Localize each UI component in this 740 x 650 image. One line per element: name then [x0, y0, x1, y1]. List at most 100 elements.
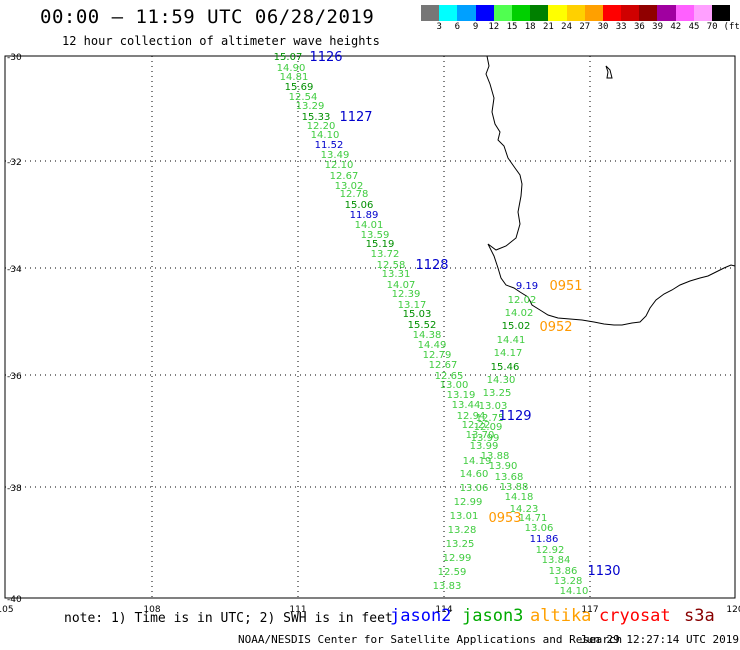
satellite-name: jason3 [462, 606, 524, 626]
wave-height-value: 12.94 [457, 411, 486, 422]
color-legend [421, 5, 731, 21]
wave-height-value: 11.89 [350, 210, 379, 221]
legend-label: 36 [633, 22, 645, 32]
wave-height-value: 14.30 [487, 375, 516, 386]
pass-time-label: 0953 [488, 511, 521, 526]
wave-height-value: 13.99 [471, 433, 500, 444]
wave-height-value: 14.81 [280, 72, 309, 83]
timestamp: Jun 29 12:27:14 UTC 2019 [580, 633, 739, 646]
track-values: 15.0714.9014.8115.6912.5413.2915.3312.20… [274, 52, 589, 597]
wave-height-value: 12.58 [377, 260, 406, 271]
wave-height-value: 12.20 [307, 121, 336, 132]
legend-label: 45 [688, 22, 700, 32]
pass-time-label: 1129 [498, 409, 531, 424]
legend-swatch [602, 5, 622, 21]
wave-height-value: 13.70 [466, 430, 495, 441]
legend-label: 12 [488, 22, 500, 32]
wave-height-value: 12.67 [330, 171, 359, 182]
wave-height-value: 14.41 [497, 335, 526, 346]
axis-labels: -30 -32 -34 -36 -38 -40105 108 111 114 117 120 [0, 53, 740, 615]
wave-height-value: 12.65 [435, 371, 464, 382]
wave-height-value: 15.03 [403, 309, 432, 320]
wave-height-value: 13.68 [495, 472, 524, 483]
wave-height-value: 13.84 [542, 555, 571, 566]
legend-swatch [530, 5, 549, 21]
lat-label: -34 [7, 265, 22, 275]
wave-height-value: 12.67 [429, 360, 458, 371]
legend-label: 27 [579, 22, 591, 32]
lat-label: -38 [7, 484, 22, 494]
footnote: note: 1) Time is in UTC; 2) SWH is in fe… [64, 611, 393, 626]
legend-swatch [548, 5, 567, 21]
wave-height-value: 11.86 [530, 534, 559, 545]
pass-time-label: 1128 [415, 258, 448, 273]
wave-height-value: 15.06 [345, 200, 374, 211]
wave-height-value: 12.10 [325, 160, 354, 171]
lon-label: 120 [726, 605, 740, 615]
legend-label: 9 [472, 22, 479, 32]
wave-height-value: 13.49 [321, 150, 350, 161]
legend-label: 70 [706, 22, 718, 32]
wave-height-value: 14.49 [418, 340, 447, 351]
pass-time-label: 0951 [549, 279, 582, 294]
pass-time-label: 1127 [339, 110, 372, 125]
legend-swatch [584, 5, 603, 21]
legend-label: 39 [652, 22, 664, 32]
satellite-name: cryosat [599, 606, 671, 626]
wave-height-value: 15.46 [491, 362, 520, 373]
legend-swatch [566, 5, 585, 21]
wave-height-value: 12.59 [438, 567, 467, 578]
pass-time-label: 1126 [309, 50, 342, 65]
legend-label: 30 [597, 22, 609, 32]
wave-height-value: 12.39 [392, 289, 421, 300]
satellite-name: s3a [684, 606, 715, 626]
legend-swatch [457, 5, 476, 21]
wave-height-value: 12.92 [536, 545, 565, 556]
legend-label: 21 [542, 22, 554, 32]
wave-height-value: 14.90 [277, 63, 306, 74]
wave-height-value: 13.19 [447, 390, 476, 401]
wave-height-value: 9.19 [516, 281, 538, 292]
wave-height-value: 13.17 [398, 300, 427, 311]
wave-height-value: 13.90 [489, 461, 518, 472]
wave-height-value: 13.06 [460, 483, 489, 494]
wave-height-value: 13.02 [335, 181, 364, 192]
lon-label: 114 [435, 605, 452, 615]
wave-height-value: 13.86 [549, 566, 578, 577]
wave-height-value: 15.52 [408, 320, 437, 331]
wave-height-value: 13.83 [433, 581, 462, 592]
lon-label: 105 [0, 605, 14, 615]
wave-height-value: 15.02 [502, 321, 531, 332]
credit-line: NOAA/NESDIS Center for Satellite Applica… [238, 633, 623, 646]
legend-swatch [439, 5, 458, 21]
grid-lines [5, 56, 735, 598]
wave-height-value: 14.60 [460, 469, 489, 480]
page-subtitle: 12 hour collection of altimeter wave hei… [62, 34, 380, 48]
island-outline [605, 65, 613, 79]
pass-time-label: 0952 [539, 320, 572, 335]
wave-height-value: 15.33 [302, 112, 331, 123]
legend-swatch [475, 5, 494, 21]
wave-height-value: 15.69 [285, 82, 314, 93]
legend-label: 42 [670, 22, 682, 32]
legend-label: 6 [454, 22, 461, 32]
legend-unit: (ft) [723, 22, 740, 32]
wave-height-value: 14.10 [311, 130, 340, 141]
wave-height-value: 14.19 [463, 456, 492, 467]
legend-label: 15 [506, 22, 518, 32]
legend-label: 33 [615, 22, 627, 32]
wave-height-value: 13.44 [452, 400, 481, 411]
lon-label: 117 [581, 605, 598, 615]
legend-swatch [621, 5, 640, 21]
wave-height-value: 14.07 [387, 280, 416, 291]
wave-height-value: 13.00 [440, 380, 469, 391]
wave-height-value: 12.09 [474, 422, 503, 433]
legend-swatch [712, 5, 731, 21]
legend-swatch [511, 5, 531, 21]
wave-height-value: 13.29 [296, 101, 325, 112]
pass-labels: 1126 1127 1128 1129 1130 0951 0952 0953 [309, 50, 620, 579]
wave-height-value: 13.59 [361, 230, 390, 241]
plot-frame [4, 55, 736, 599]
